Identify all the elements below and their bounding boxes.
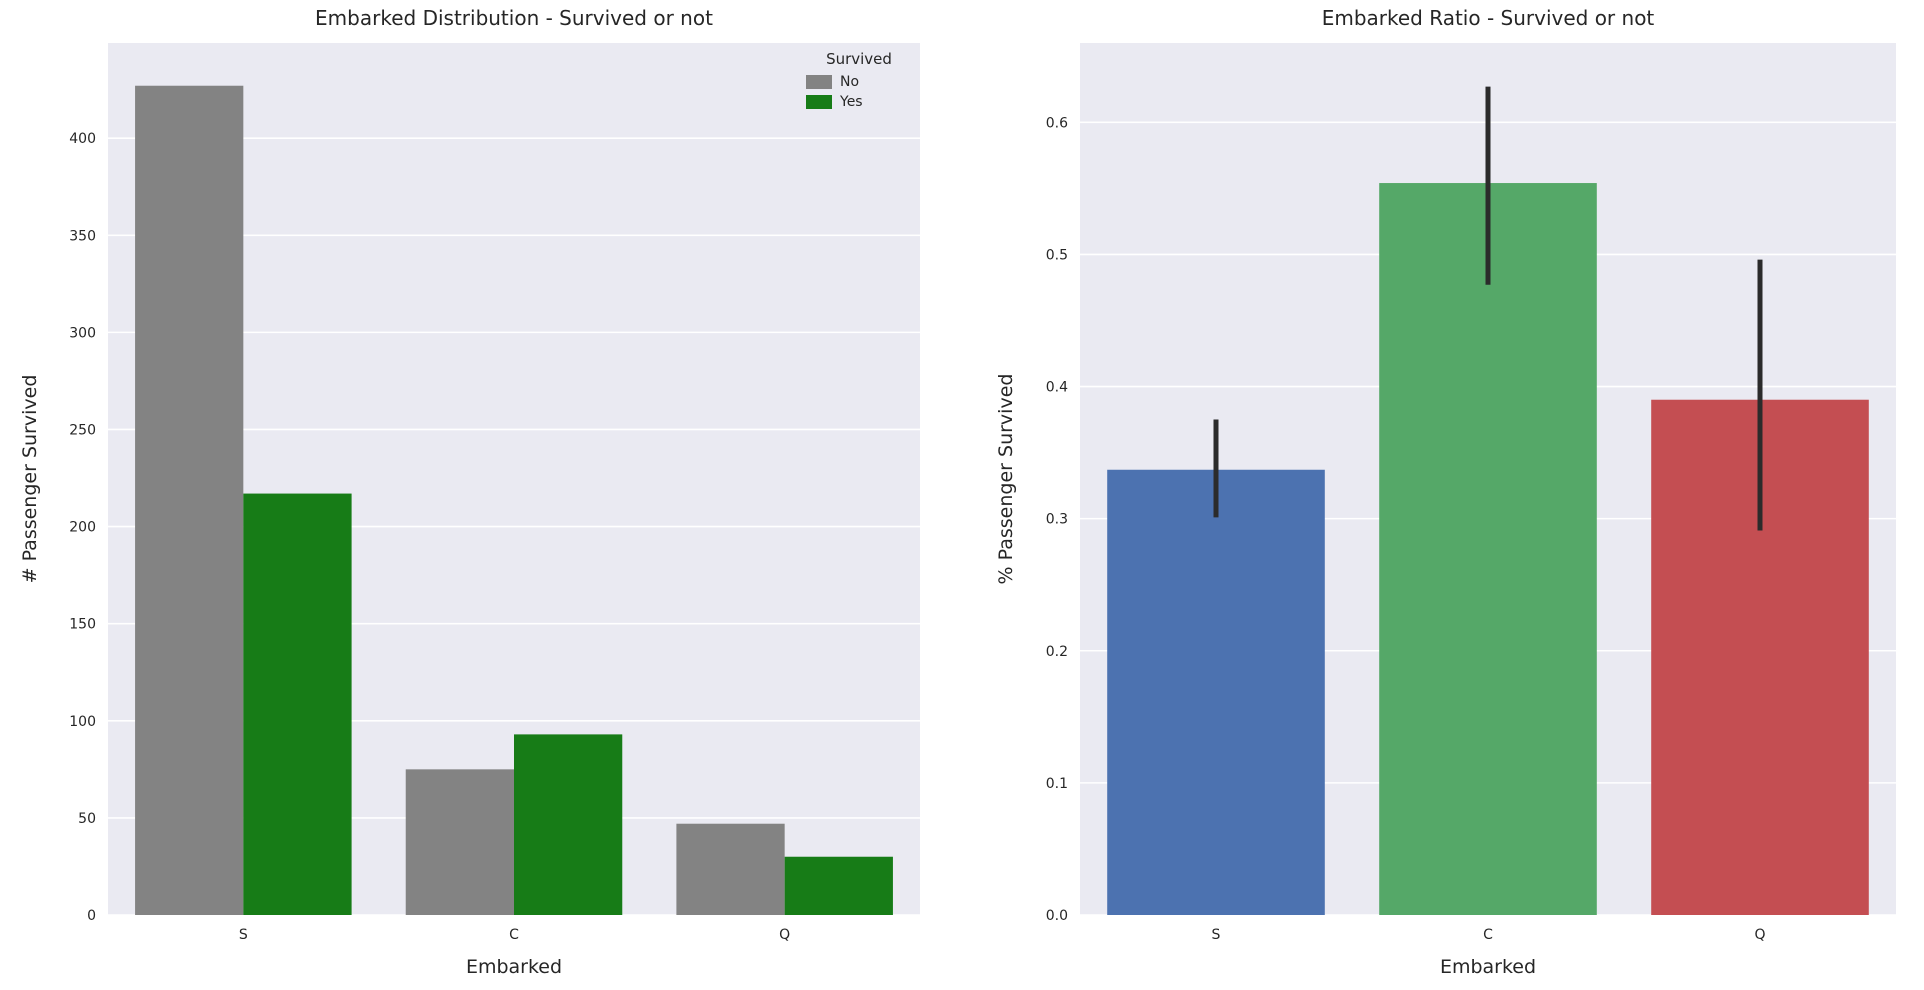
x-tick-label: S (1212, 927, 1221, 943)
legend-label-yes: Yes (840, 94, 863, 110)
legend: Survived No Yes (800, 50, 918, 110)
y-tick-label: 250 (69, 422, 96, 438)
y-tick-label: 0.5 (1046, 247, 1068, 263)
legend-swatch-yes (806, 95, 832, 109)
bar-S-ratio (1107, 469, 1325, 915)
x-tick-label: Q (779, 927, 790, 943)
legend-title: Survived (826, 50, 892, 68)
left-chart-panel: 0 50 100 150 200 250 300 350 400 S C Q Embarked # Pas… (0, 0, 950, 990)
y-tick-label: 0.3 (1046, 512, 1068, 528)
y-tick-label: 200 (69, 520, 96, 536)
y-tick-label: 50 (78, 811, 96, 827)
bar-C-ratio (1379, 183, 1597, 916)
y-tick-label: 100 (69, 714, 96, 730)
y-tick-label: 400 (69, 131, 96, 147)
y-tick-label: 0.1 (1046, 776, 1068, 792)
x-axis-label: Embarked (466, 956, 562, 978)
bar-S-No (135, 85, 244, 915)
left-chart-title: Embarked Distribution - Survived or not (315, 6, 713, 30)
y-tick-label: 150 (69, 617, 96, 633)
y-axis-label: # Passenger Survived (19, 375, 41, 584)
chart-svg: 0 50 100 150 200 250 300 350 400 S C Q Embarked # Pas… (19, 43, 920, 978)
x-tick-label: Q (1754, 927, 1765, 943)
bar-C-Yes (514, 734, 623, 915)
y-tick-label: 0.0 (1046, 908, 1068, 924)
bar-S-Yes (243, 493, 352, 915)
chart-svg: 0.0 0.1 0.2 0.3 0.4 0.5 0.6 S C Q Embarked % Passen… (995, 43, 1896, 978)
y-tick-label: 0.4 (1046, 380, 1068, 396)
y-tick-label: 350 (69, 228, 96, 244)
x-tick-label: S (239, 927, 248, 943)
bar-C-No (405, 769, 514, 915)
y-tick-label: 300 (69, 325, 96, 341)
y-tick-label: 0.6 (1046, 115, 1068, 131)
right-chart-title: Embarked Ratio - Survived or not (1321, 6, 1655, 30)
x-tick-label: C (1483, 927, 1493, 943)
right-chart: 0.0 0.1 0.2 0.3 0.4 0.5 0.6 S C Q Embarked % Passen… (950, 0, 1924, 990)
right-chart-panel: 0.0 0.1 0.2 0.3 0.4 0.5 0.6 S C Q Embarked % Passen… (950, 0, 1924, 990)
bar-Q-Yes (784, 856, 893, 915)
bar-Q-No (676, 823, 785, 915)
y-tick-label: 0 (87, 908, 96, 924)
legend-item-no: No (800, 74, 918, 90)
left-chart: 0 50 100 150 200 250 300 350 400 S C Q Embarked # Pas… (0, 0, 950, 990)
x-axis-label: Embarked (1440, 956, 1536, 978)
x-tick-label: C (509, 927, 519, 943)
y-axis-label: % Passenger Survived (995, 374, 1017, 585)
y-tick-label: 0.2 (1046, 644, 1068, 660)
legend-item-yes: Yes (800, 94, 918, 110)
legend-swatch-no (806, 75, 832, 89)
legend-label-no: No (840, 74, 860, 90)
